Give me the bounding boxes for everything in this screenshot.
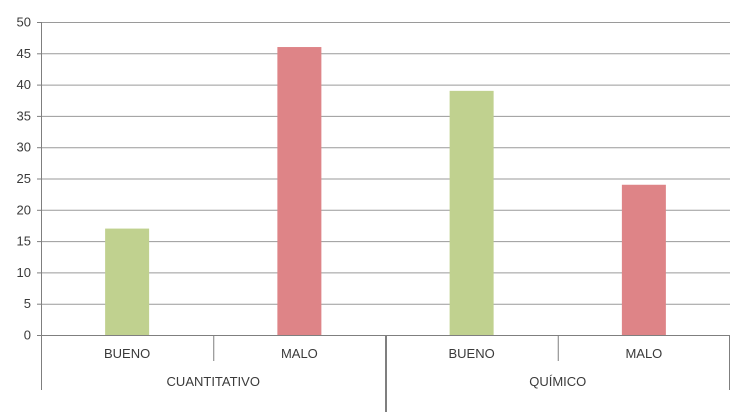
- bar-quimico-malo: [621, 184, 666, 335]
- group-label: QUÍMICO: [529, 374, 586, 389]
- y-tick-labels: 0 5 10 15 20 25 30 35 40 45 50: [17, 15, 31, 343]
- category-axis: BUENO MALO CUANTITATIVO BUENO MALO QUÍMICO: [41, 335, 730, 412]
- category-label: BUENO: [104, 346, 150, 361]
- y-tick-label: 50: [17, 15, 31, 30]
- grid-lines: [41, 22, 730, 305]
- bar-quimico-bueno: [449, 90, 494, 335]
- axes: [37, 22, 42, 336]
- y-tick-label: 35: [17, 108, 31, 123]
- bar-cuantitativo-bueno: [105, 228, 150, 335]
- category-label: MALO: [625, 346, 662, 361]
- group-label: CUANTITATIVO: [167, 374, 260, 389]
- y-tick-label: 45: [17, 46, 31, 61]
- y-tick-label: 10: [17, 265, 31, 280]
- category-label: BUENO: [449, 346, 495, 361]
- y-tick-label: 30: [17, 140, 31, 155]
- y-tick-label: 25: [17, 171, 31, 186]
- y-tick-label: 15: [17, 234, 31, 249]
- category-label: MALO: [281, 346, 318, 361]
- y-tick-label: 40: [17, 77, 31, 92]
- y-tick-label: 5: [24, 296, 31, 311]
- bars: [105, 47, 666, 335]
- y-tick-label: 20: [17, 202, 31, 217]
- y-tick-label: 0: [24, 328, 31, 343]
- bar-cuantitativo-malo: [277, 47, 322, 335]
